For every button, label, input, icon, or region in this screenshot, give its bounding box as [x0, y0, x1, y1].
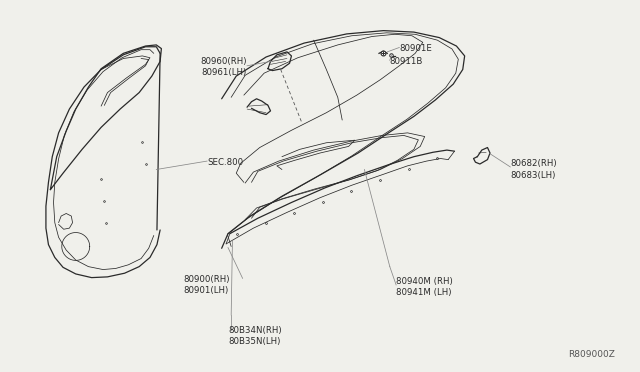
Text: 80960(RH)
80961(LH): 80960(RH) 80961(LH) — [200, 57, 247, 77]
Text: SEC.800: SEC.800 — [207, 158, 243, 167]
Text: 80B34N(RH)
80B35N(LH): 80B34N(RH) 80B35N(LH) — [228, 326, 282, 346]
Text: 80900(RH)
80901(LH): 80900(RH) 80901(LH) — [184, 275, 230, 295]
Text: 80911B: 80911B — [390, 57, 423, 66]
Text: 80940M (RH)
80941M (LH): 80940M (RH) 80941M (LH) — [396, 277, 453, 297]
Text: 80901E: 80901E — [399, 44, 432, 53]
Text: R809000Z: R809000Z — [568, 350, 615, 359]
Text: 80682(RH)
80683(LH): 80682(RH) 80683(LH) — [510, 160, 557, 180]
